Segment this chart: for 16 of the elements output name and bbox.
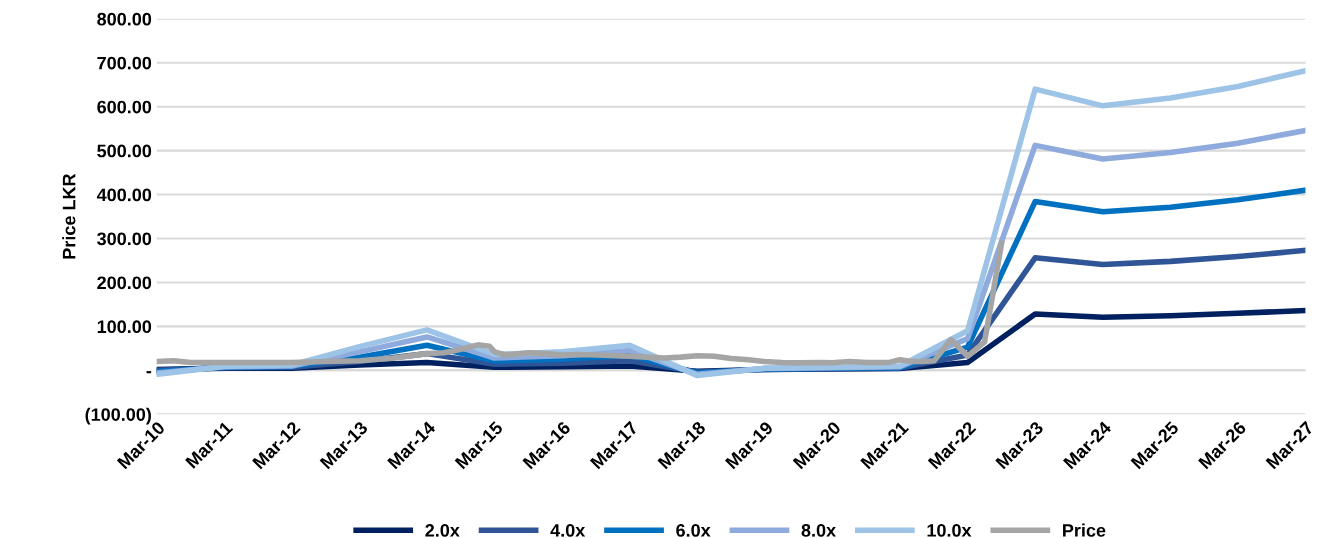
legend-label: 6.0x	[676, 524, 711, 537]
legend-label: 10.0x	[927, 524, 972, 537]
legend-label: 8.0x	[801, 524, 836, 537]
legend-label: Price	[1063, 523, 1106, 537]
legend-label: 2.0x	[425, 524, 460, 537]
y-tick-label: 600.00	[97, 100, 152, 114]
y-axis-title: Price LKR	[62, 173, 76, 259]
y-tick-label: -	[146, 371, 152, 374]
y-tick-label: 300.00	[97, 232, 152, 246]
legend-label: 4.0x	[550, 524, 586, 537]
y-tick-label: 100.00	[97, 320, 152, 334]
y-tick-label: 200.00	[97, 276, 152, 290]
y-tick-label: 400.00	[96, 188, 152, 202]
y-tick-label: 500.00	[97, 144, 152, 158]
y-tick-label: 700.00	[97, 56, 152, 70]
y-tick-label: 800.00	[97, 12, 152, 26]
